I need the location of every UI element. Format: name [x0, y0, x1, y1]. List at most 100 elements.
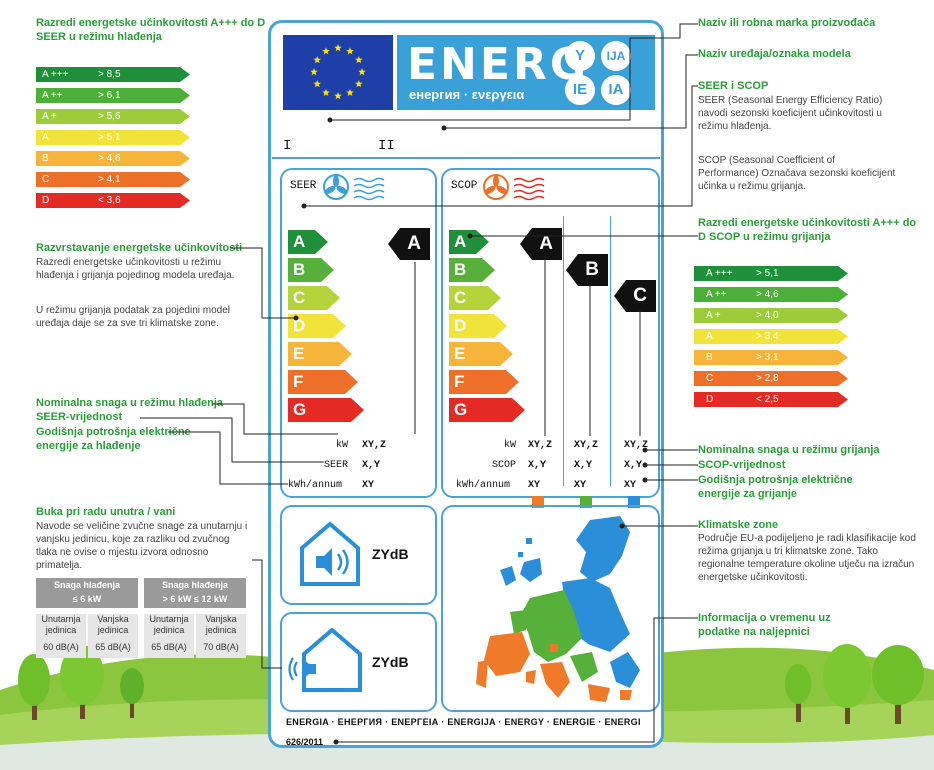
heating-class-name: D [706, 394, 714, 405]
cool-seer-value: X,Y [362, 460, 381, 471]
heating-class-value: > 3,4 [756, 331, 779, 342]
annual-cooling-label: Godišnja potrošnja električne energije z… [36, 426, 191, 452]
nominal-cooling-label: Nominalna snaga u režimu hlađenja [36, 397, 224, 409]
noise-cell-outdoor-2: Vanjska jedinica 70 dB(A) [196, 614, 246, 658]
outdoor-noise-value: ZYdB [372, 654, 409, 670]
seer-description: SEER (Seasonal Energy Efficiency Ratio) … [698, 95, 883, 132]
cooling-class-value: > 6,1 [98, 90, 121, 101]
cooling-class-arrow: A + > 5,6 [36, 109, 190, 124]
heat-kwh-value-zone1: XY [528, 480, 541, 491]
noise-cell-indoor-1: Unutarnja jedinica 60 dB(A) [36, 614, 86, 658]
heating-class-value: > 2,8 [756, 373, 779, 384]
noise-cell-outdoor-1: Vanjska jedinica 65 dB(A) [88, 614, 138, 658]
energ-banner: ENERG енергия · ενεργεια Y IJA IE IA [397, 35, 655, 110]
cooling-class-arrow: A +++ > 8,5 [36, 67, 190, 82]
cooling-class-arrow: D < 3,6 [36, 193, 190, 208]
kwh-unit-cool: kWh/annum [288, 480, 343, 491]
cooling-class-name: A ++ [42, 90, 63, 101]
seer-scale-e: E [288, 342, 352, 366]
star-icon [334, 44, 342, 52]
scop-title: SCOP [451, 180, 478, 192]
tree-icon [823, 644, 871, 724]
heat-kwh-value-zone3: XY [624, 480, 637, 491]
languages-line: ENERGIA · ЕНЕРГИЯ · ΕΝΕΡΓΕΙΑ · ENERGIJA … [286, 717, 641, 727]
heating-class-arrow: A +++ > 5,1 [694, 266, 848, 281]
cooling-class-name: C [42, 174, 50, 185]
cooling-classes-title: Razredi energetske učinkovitosti A+++ do… [36, 17, 266, 43]
heating-class-arrow: A > 3,4 [694, 329, 848, 344]
heating-class-arrow: A + > 4,0 [694, 308, 848, 323]
tree-icon [60, 645, 104, 719]
brand-label: Naziv ili robna marka proizvođača [698, 17, 876, 29]
indoor-noise-value: ZYdB [372, 546, 409, 562]
noise-table: Snaga hlađenja ≤ 6 kW Snaga hlađenja > 6 k… [36, 578, 246, 668]
scop-scale-d: D [449, 314, 507, 338]
cooling-class-arrow: B > 4,6 [36, 151, 190, 166]
heating-class-arrow: C > 2,8 [694, 371, 848, 386]
heating-class-name: A [706, 331, 713, 342]
star-icon [346, 47, 354, 55]
cooling-class-value: > 5,1 [98, 132, 121, 143]
heating-class-value: > 3,1 [756, 352, 779, 363]
language-bubble: IE [565, 75, 595, 105]
star-icon [313, 56, 322, 64]
indoor-speaker-house-icon [300, 521, 360, 586]
cooling-class-value: < 3,6 [98, 195, 121, 206]
heating-class-name: B [706, 352, 713, 363]
nominal-heating-label: Nominalna snaga u režimu grijanja [698, 444, 880, 456]
cooling-class-arrow: A > 5,1 [36, 130, 190, 145]
star-icon [354, 80, 363, 88]
heat-scop-value-zone2: X,Y [574, 460, 593, 471]
scop-scale-e: E [449, 342, 513, 366]
heating-class-arrow: B > 3,1 [694, 350, 848, 365]
fan-heat-icon [483, 174, 545, 201]
eu-flag [283, 35, 393, 110]
seer-unit: SEER [324, 460, 349, 471]
tree-icon [785, 664, 811, 722]
tree-icon [120, 668, 144, 718]
heat-scop-value-zone3: X,Y [624, 460, 643, 471]
scop-scale-f: F [449, 370, 519, 394]
ranking-text-2: U režimu grijanja podatak za pojedini mo… [36, 305, 230, 329]
cooling-class-name: A [42, 132, 49, 143]
heating-class-value: > 5,1 [756, 268, 779, 279]
noise-text: Navode se veličine zvučne snage za unuta… [36, 521, 248, 571]
scop-description: SCOP (Seasonal Coefficient of Performanc… [698, 155, 896, 192]
ranking-title: Razvrstavanje energetske učinkovitosti [36, 242, 243, 254]
regulation-number: 626/2011 [286, 737, 324, 747]
annual-heating-label: Godišnja potrošnja električne energije z… [698, 474, 853, 500]
indoor-noise-panel [280, 505, 437, 605]
zone-divider [610, 216, 611, 486]
tree-icon [872, 645, 924, 724]
cooling-class-arrow: C > 4,1 [36, 172, 190, 187]
seer-scale-g: G [288, 398, 364, 422]
language-bubble: Y [565, 41, 595, 71]
seer-value-label: SEER-vrijednost [36, 411, 123, 423]
scop-value-label: SCOP-vrijednost [698, 459, 786, 471]
language-bubble: IA [601, 75, 631, 105]
cooling-class-name: D [42, 195, 50, 206]
cooling-class-value: > 4,6 [98, 153, 121, 164]
cool-kw-value: XY,Z [362, 440, 387, 451]
divider-line [272, 157, 660, 159]
heating-class-arrow: A ++ > 4,6 [694, 287, 848, 302]
cooling-class-value: > 4,1 [98, 174, 121, 185]
heating-class-name: A + [706, 310, 721, 321]
zone-divider [563, 216, 564, 486]
heating-class-arrow: D < 2,5 [694, 392, 848, 407]
heating-class-name: A ++ [706, 289, 727, 300]
heating-class-value: > 4,0 [756, 310, 779, 321]
info-time-label: Informacija o vremenu uz podatke na nalj… [698, 612, 831, 638]
eu-stars-icon [310, 44, 366, 100]
kw-unit-heat: kW [504, 440, 517, 451]
climate-zones-title: Klimatske zone [698, 519, 779, 531]
heat-kw-value-zone3: XY,Z [624, 440, 649, 451]
star-icon [358, 68, 366, 76]
heat-kw-value-zone1: XY,Z [528, 440, 553, 451]
star-icon [313, 80, 322, 88]
europe-climate-map [476, 516, 640, 702]
cooling-class-value: > 8,5 [98, 69, 121, 80]
climate-zones-text: Područje EU-a podijeljeno je radi klasif… [698, 533, 916, 583]
energ-subtitle: енергия · ενεργεια [409, 87, 525, 102]
cool-kwh-value: XY [362, 480, 375, 491]
